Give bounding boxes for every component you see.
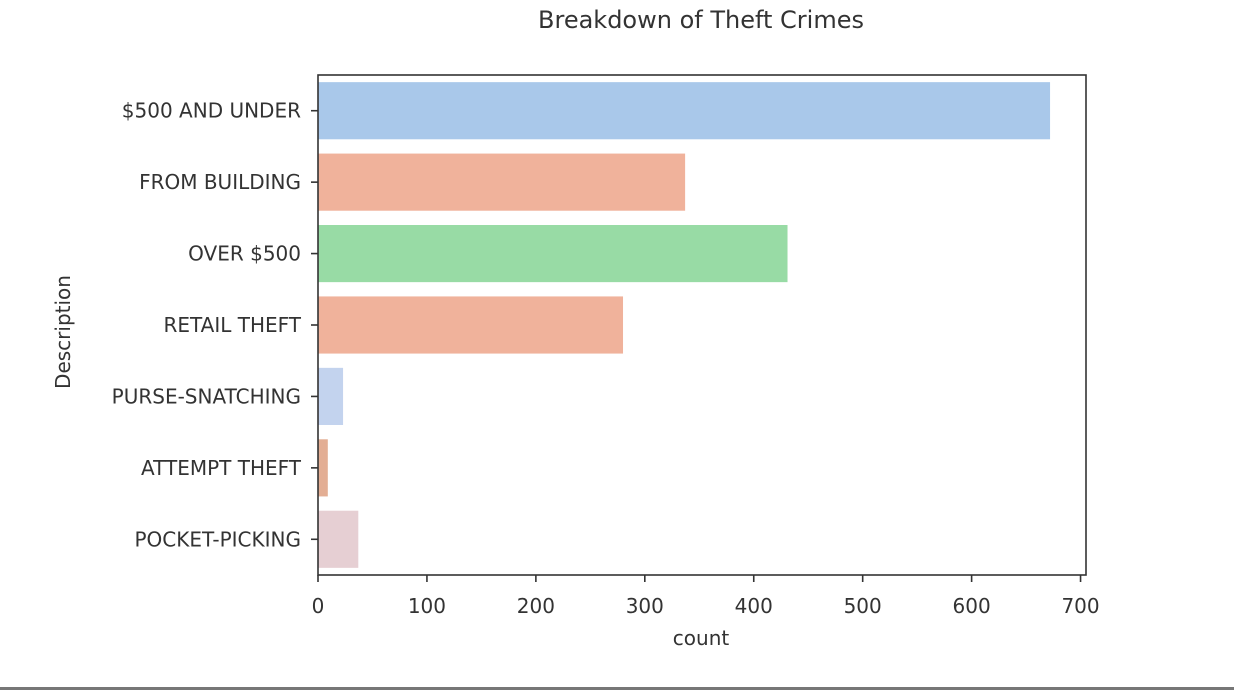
x-tick-label: 100 [408, 594, 446, 618]
y-tick-label: PURSE-SNATCHING [112, 384, 301, 408]
bars-group [318, 82, 1051, 568]
bottom-divider [0, 687, 1234, 690]
x-tick-label: 500 [844, 594, 882, 618]
x-tick-label: 300 [626, 594, 664, 618]
x-axis-ticks: 0 100 200 300 400 500 600 700 [312, 575, 1100, 618]
chart-title: Breakdown of Theft Crimes [538, 6, 864, 34]
y-tick-label: OVER $500 [188, 242, 301, 266]
y-tick-label: POCKET-PICKING [134, 527, 301, 551]
y-tick-label: FROM BUILDING [139, 170, 301, 194]
x-axis-label: count [673, 626, 730, 650]
bar [318, 439, 328, 497]
y-tick-label: $500 AND UNDER [122, 99, 301, 123]
bar [318, 510, 359, 568]
bar [318, 225, 788, 283]
y-tick-label: RETAIL THEFT [163, 313, 301, 337]
bar [318, 296, 624, 354]
y-axis-label: Description [51, 275, 75, 389]
x-tick-label: 0 [312, 594, 325, 618]
x-tick-label: 700 [1061, 594, 1099, 618]
bar [318, 82, 1051, 140]
x-tick-label: 600 [953, 594, 991, 618]
y-axis-ticks: $500 AND UNDER FROM BUILDING OVER $500 RETA… [112, 99, 318, 551]
bar [318, 153, 686, 211]
x-tick-label: 200 [517, 594, 555, 618]
x-tick-label: 400 [735, 594, 773, 618]
bar [318, 367, 344, 425]
y-tick-label: ATTEMPT THEFT [141, 456, 302, 480]
